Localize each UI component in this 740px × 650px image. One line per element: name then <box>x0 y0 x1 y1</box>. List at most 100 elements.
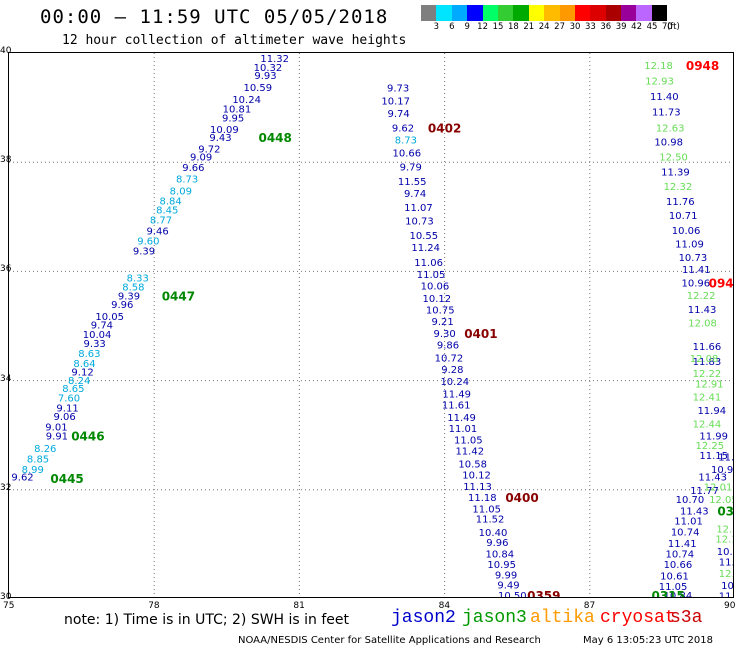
wave-height-label: 11.05 <box>659 582 688 593</box>
scale-label: 24 <box>538 22 550 32</box>
wave-height-label: 12.13 <box>716 525 734 536</box>
wave-height-label: 11.52 <box>476 515 505 526</box>
satellite-jason2: jason2 <box>391 608 456 628</box>
scale-swatch <box>497 5 514 21</box>
pass-time-label: 0445 <box>50 472 83 486</box>
wave-height-label: 10.58 <box>458 460 487 471</box>
wave-height-label: 9.11 <box>56 403 78 414</box>
wave-height-label: 10.75 <box>426 306 455 317</box>
scale-label: 27 <box>554 22 566 32</box>
wave-height-label: 9.96 <box>486 538 508 549</box>
wave-height-label: 10.71 <box>669 211 698 222</box>
scale-swatch <box>482 5 498 21</box>
wave-height-label: 9.86 <box>437 341 459 352</box>
x-tick-label: 87 <box>583 601 596 611</box>
pass-time-label: 0316 <box>717 505 734 519</box>
wave-height-label: 10.59 <box>243 83 272 94</box>
wave-height-label: 8.26 <box>34 444 56 455</box>
wave-height-label: 8.73 <box>395 135 417 146</box>
scale-swatch <box>590 5 606 21</box>
pass-time-label: 0446 <box>71 430 104 444</box>
scale-label: 70 <box>661 22 673 32</box>
y-tick-label: 32 <box>0 482 12 493</box>
wave-height-label: 11.78 <box>719 557 734 568</box>
wave-height-label: 11.05 <box>454 436 483 447</box>
wave-height-label: 9.74 <box>91 320 113 331</box>
wave-height-label: 9.33 <box>84 339 106 350</box>
wave-height-label: 11.99 <box>699 432 728 443</box>
wave-height-label: 10.74 <box>671 527 700 538</box>
color-scale-bar <box>421 5 668 21</box>
wave-height-label: 10.99 <box>711 465 734 476</box>
wave-height-label: 12.18 <box>644 61 673 72</box>
wave-height-label: 10.12 <box>423 294 452 305</box>
wave-height-label: 11.43 <box>688 305 717 316</box>
wave-height-label: 11.24 <box>411 243 440 254</box>
wave-height-label: 10.84 <box>485 550 514 561</box>
scale-label: (ft) <box>666 22 680 32</box>
wave-height-label: 10.50 <box>498 591 527 598</box>
wave-height-label: 10.17 <box>381 97 410 108</box>
y-tick-label: 34 <box>0 373 12 384</box>
wave-height-label: 10.94 <box>717 547 734 558</box>
y-tick-label: 36 <box>0 264 12 275</box>
wave-height-label: 11.55 <box>398 177 427 188</box>
footer-credit: NOAA/NESDIS Center for Satellite Applica… <box>238 635 541 646</box>
wave-height-label: 11.42 <box>455 446 484 457</box>
wave-height-label: 11.01 <box>449 424 478 435</box>
wave-height-label: 11.05 <box>417 270 446 281</box>
wave-height-label: 12.22 <box>687 291 716 302</box>
scale-label: 30 <box>569 22 581 32</box>
wave-height-label: 12.93 <box>645 76 674 87</box>
wave-height-label: 10.95 <box>487 560 516 571</box>
wave-height-label: 8.77 <box>150 216 172 227</box>
wave-height-label: 11.41 <box>668 539 697 550</box>
wave-height-label: 11.18 <box>468 493 497 504</box>
scale-swatch <box>528 5 545 21</box>
wave-height-label: 11.15 <box>699 451 728 462</box>
wave-height-label: 10.66 <box>664 560 693 571</box>
wave-height-label: 9.99 <box>495 570 517 581</box>
wave-height-label: 8.99 <box>22 465 44 476</box>
scale-swatch <box>451 5 468 21</box>
wave-height-label: 10.98 <box>654 137 683 148</box>
satellite-altika: altika <box>530 608 595 628</box>
plot-area: 9.62 9.91 9.01 9.06 9.11 9.12 9.33 10.04 9.74 10.… <box>8 52 734 598</box>
wave-height-label: 12.44 <box>693 420 722 431</box>
wave-height-label: 11.29 <box>718 452 734 463</box>
chart-subtitle: 12 hour collection of altimeter wave hei… <box>62 33 407 48</box>
wave-height-label: 11.77 <box>690 486 719 497</box>
wave-height-label: 9.72 <box>198 145 220 156</box>
wave-height-label: 10.73 <box>405 217 434 228</box>
wave-height-label: 8.64 <box>73 359 95 370</box>
wave-height-label: 9.79 <box>400 163 422 174</box>
wave-height-label: 12.05 <box>709 495 734 506</box>
pass-time-label: 0315 <box>652 589 685 598</box>
wave-height-label: 8.84 <box>160 196 182 207</box>
scale-label: 15 <box>492 22 504 32</box>
wave-height-label: 10.34 <box>721 581 734 592</box>
wave-height-label: 8.24 <box>68 376 90 387</box>
wave-height-label: 11.49 <box>442 390 471 401</box>
wave-height-label: 10.12 <box>462 471 491 482</box>
wave-height-label: 11.06 <box>414 258 443 269</box>
note-text: note: 1) Time is in UTC; 2) SWH is in fe… <box>64 612 350 628</box>
x-tick-label: 90 <box>724 601 736 611</box>
x-tick-label: 78 <box>148 601 160 611</box>
wave-height-label: 11.66 <box>693 342 722 353</box>
wave-height-label: 12.22 <box>693 369 722 380</box>
wave-height-label: 10.24 <box>232 95 261 106</box>
wave-height-label: 8.65 <box>62 384 84 395</box>
wave-height-label: 11.41 <box>682 265 711 276</box>
scale-label: 39 <box>615 22 627 32</box>
wave-height-label: 9.74 <box>387 109 409 120</box>
scale-swatch <box>436 5 452 21</box>
pass-time-label: 0947 <box>709 276 734 290</box>
x-tick-label: 84 <box>438 601 451 611</box>
scale-swatch <box>651 5 668 21</box>
wave-height-label: 9.30 <box>433 329 455 340</box>
scale-swatch <box>574 5 591 21</box>
wave-height-label: 12.97 <box>719 569 734 580</box>
wave-height-label: 10.72 <box>435 354 464 365</box>
wave-height-label: 9.74 <box>404 189 426 200</box>
